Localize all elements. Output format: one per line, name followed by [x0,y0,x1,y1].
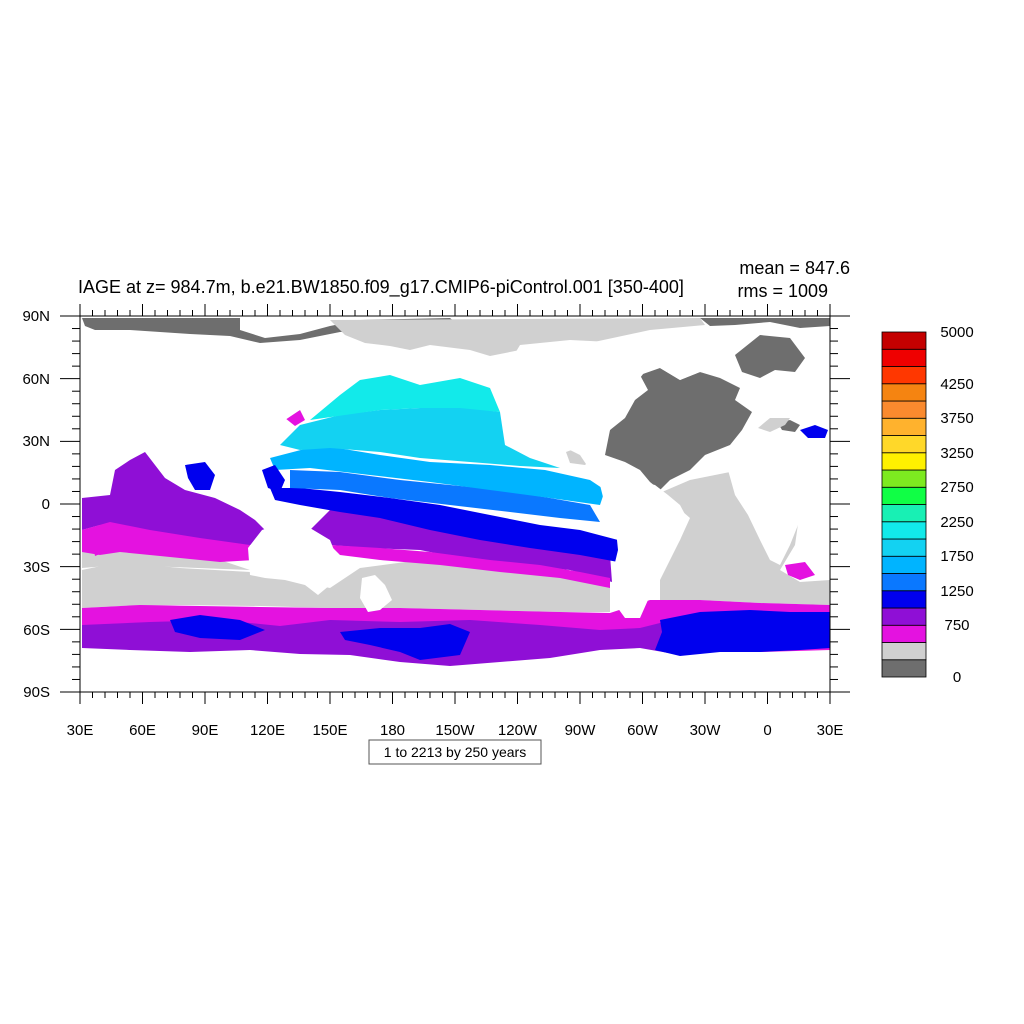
colorbar-label: 1750 [940,548,973,565]
pacific-north-cyan [310,375,500,420]
colorbar-label: 5000 [940,324,973,341]
pacific-magenta-south [330,545,610,588]
indian-ocean-magenta [82,522,255,562]
map-plot-area [60,304,850,704]
south-china-sea-blue [262,465,285,492]
contour-info-box: 1 to 2213 by 250 years [368,739,542,765]
colorbar-box [881,573,927,592]
africa-land [728,440,815,565]
colorbar [881,331,927,678]
colorbar-box [881,469,927,488]
colorbar-box [881,607,927,626]
colorbar-label: 3750 [940,410,973,427]
asia-land [82,335,310,475]
colorbar-box [881,659,927,678]
southern-blue-patch-3 [655,610,830,656]
arctic-east-dark [700,318,830,328]
y-tick-label: 60S [23,622,50,639]
atlantic-blue-patch [800,425,828,438]
x-tick-label: 30E [817,722,844,739]
x-axis: 30E 60E 90E 120E 150E 180 150W 120W 90W … [67,722,844,739]
ocean-field [80,318,830,692]
southern-ocean-light [82,560,610,612]
new-zealand-land [360,575,392,612]
colorbar-box [881,521,927,540]
pacific-blue-band [270,488,618,562]
colorbar-label: 1250 [940,583,973,600]
colorbar-box [881,504,927,523]
colorbar-label: 750 [944,617,969,634]
x-tick-label: 30W [690,722,722,739]
colorbar-label: 4250 [940,376,973,393]
rms-stat: rms = 1009 [737,281,828,301]
x-tick-label: 0 [763,722,771,739]
indian-ocean-purple [82,452,270,545]
arctic-light-region [330,318,705,356]
southern-blue-patch-1 [170,615,265,640]
colorbar-box [881,417,927,436]
y-tick-label: 60N [22,371,50,388]
colorbar-box [881,642,927,661]
x-tick-label: 120W [498,722,538,739]
colorbar-labels: 0 750 1250 1750 2250 2750 3250 3750 4250… [940,324,973,686]
south-atlantic-magenta [785,562,815,580]
colorbar-box [881,452,927,471]
x-tick-label: 60W [627,722,659,739]
south-america-land [600,478,688,618]
colorbar-box [881,624,927,643]
maritime-continent-land [248,492,315,530]
colorbar-box [881,486,927,505]
southern-blue-patch-2 [340,624,470,660]
colorbar-label: 0 [953,669,961,686]
australia-land [248,522,338,595]
colorbar-label: 3250 [940,445,973,462]
colorbar-box [881,590,927,609]
north-atlantic-dark [605,368,752,490]
colorbar-box [881,331,927,350]
indian-magenta-edge [92,535,105,556]
colorbar-box [881,555,927,574]
x-tick-label: 90W [565,722,597,739]
colorbar-box [881,435,927,454]
okhotsk-magenta [285,410,305,426]
mean-stat: mean = 847.6 [739,258,850,278]
colorbar-box [881,348,927,367]
y-tick-label: 30N [22,433,50,450]
pacific-purple-south [310,508,612,582]
x-tick-label: 60E [129,722,156,739]
med-light [758,418,790,432]
y-tick-label: 30S [23,559,50,576]
x-tick-label: 30E [67,722,94,739]
x-tick-label: 180 [380,722,405,739]
colorbar-box [881,383,927,402]
pacific-sky-blue [270,445,605,505]
north-america-land [500,340,650,470]
y-tick-label: 90N [22,308,50,325]
colorbar-box [881,538,927,557]
y-tick-label: 0 [42,496,50,513]
x-tick-label: 150E [312,722,347,739]
colorbar-box [881,366,927,385]
x-tick-label: 150W [435,722,475,739]
pacific-cyan [280,408,560,468]
x-tick-label: 90E [192,722,219,739]
greenland-land [640,345,735,380]
pacific-mid-blue [290,470,600,522]
x-tick-label: 120E [250,722,285,739]
norwegian-sea-dark [735,335,805,378]
colorbar-label: 2250 [940,514,973,531]
y-axis: 90N 60N 30N 0 30S 60S 90S [22,308,50,701]
plot-title: IAGE at z= 984.7m, b.e21.BW1850.f09_g17.… [78,277,684,298]
y-tick-label: 90S [23,684,50,701]
colorbar-label: 2750 [940,479,973,496]
indian-ocean-light [82,548,250,570]
antarctica-land [80,664,830,692]
axis-ticks [60,304,850,704]
contour-info-text: 1 to 2213 by 250 years [384,744,526,760]
colorbar-box [881,400,927,419]
bay-of-bengal-blue [185,462,215,490]
